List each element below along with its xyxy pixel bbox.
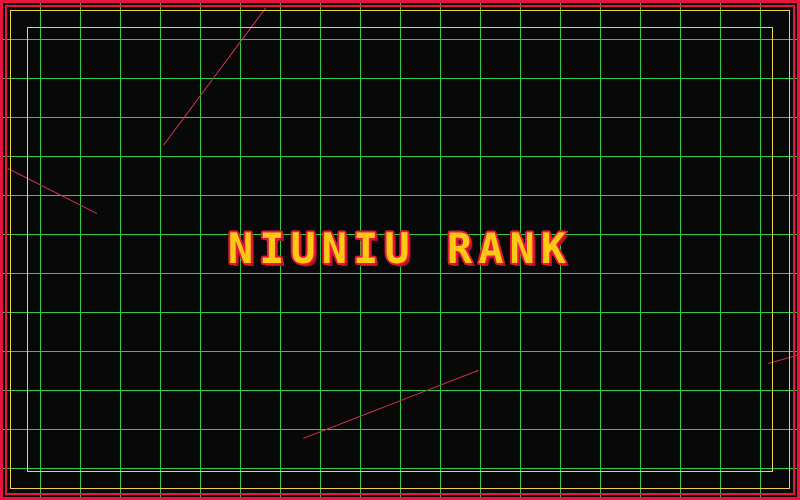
gridline-vertical-19: [760, 0, 761, 500]
gridline-horizontal-12: [0, 468, 800, 469]
gridline-horizontal-5: [0, 195, 800, 196]
gridline-vertical-18: [720, 0, 721, 500]
gridline-vertical-12: [480, 0, 481, 500]
gridline-vertical-9: [360, 0, 361, 500]
gridline-vertical-14: [560, 0, 561, 500]
gridline-horizontal-6: [0, 234, 800, 235]
gridline-vertical-13: [520, 0, 521, 500]
frame-yellow-inner: [27, 27, 773, 472]
gridline-horizontal-3: [0, 117, 800, 118]
gridline-horizontal-9: [0, 351, 800, 352]
gridline-vertical-2: [80, 0, 81, 500]
gridline-vertical-6: [240, 0, 241, 500]
gridline-horizontal-8: [0, 312, 800, 313]
gridline-horizontal-1: [0, 39, 800, 40]
gridline-horizontal-2: [0, 78, 800, 79]
gridline-vertical-4: [160, 0, 161, 500]
gridline-vertical-8: [320, 0, 321, 500]
gridline-horizontal-10: [0, 390, 800, 391]
gridline-vertical-10: [400, 0, 401, 500]
gridline-horizontal-11: [0, 429, 800, 430]
gridline-vertical-7: [280, 0, 281, 500]
frame-red-inner: [5, 5, 795, 495]
gridline-vertical-11: [440, 0, 441, 500]
gridline-vertical-1: [40, 0, 41, 500]
gridline-horizontal-7: [0, 273, 800, 274]
gridline-vertical-15: [600, 0, 601, 500]
gridline-vertical-3: [120, 0, 121, 500]
gridline-vertical-5: [200, 0, 201, 500]
gridline-horizontal-4: [0, 156, 800, 157]
frame-yellow-outer: [10, 10, 790, 489]
gridline-vertical-17: [680, 0, 681, 500]
gridline-vertical-16: [640, 0, 641, 500]
